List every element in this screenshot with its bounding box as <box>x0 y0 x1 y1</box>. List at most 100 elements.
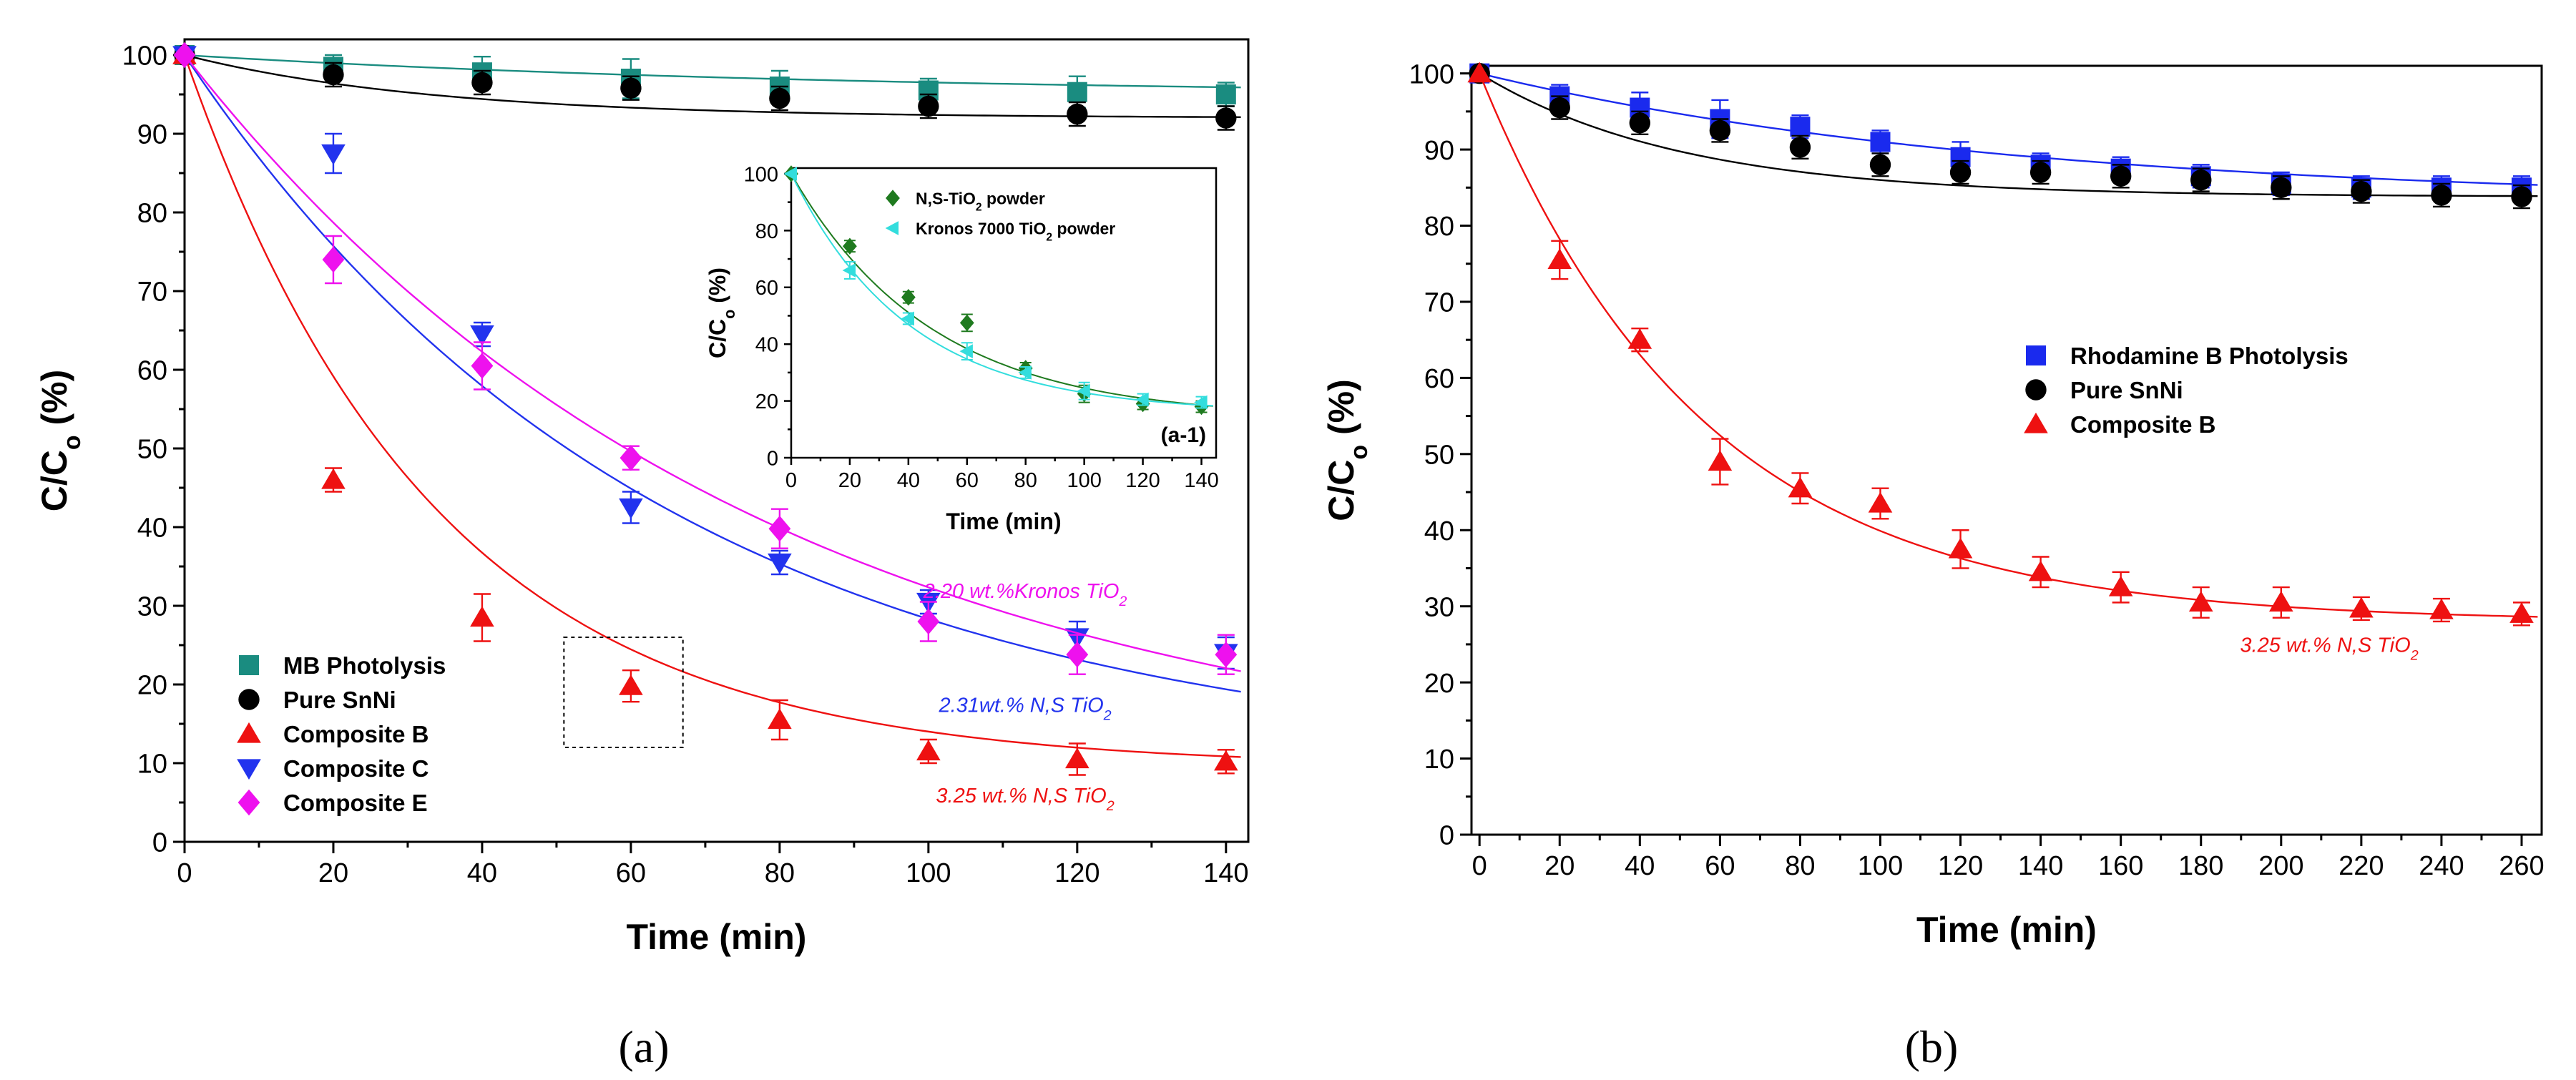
a-fit-curve-composite-b <box>183 54 1241 758</box>
b-data-point <box>2269 591 2293 612</box>
a-fit-curve-mb-photolysis <box>184 54 1241 89</box>
a-y-tick-label: 90 <box>137 120 167 150</box>
b-legend-label: Pure SnNi <box>2070 377 2183 403</box>
a-y-tick-label: 100 <box>122 41 167 72</box>
a-inset-data-point <box>783 167 798 181</box>
b-data-point <box>1709 119 1731 142</box>
a-inset-y-axis-label-sub: o <box>720 310 738 319</box>
b-y-tick-label: 0 <box>1439 821 1454 851</box>
a-annotation-sub: 2 <box>1103 708 1112 724</box>
b-legend-label-main: Pure SnNi <box>2070 377 2183 403</box>
b-data-point <box>1868 491 1893 513</box>
panel-label-a: (a) <box>618 1021 669 1072</box>
a-x-tick-label: 0 <box>177 858 192 888</box>
a-data-point <box>620 77 642 99</box>
a-y-tick-label: 20 <box>137 671 167 701</box>
a-x-tick-label: 140 <box>1203 858 1248 888</box>
a-inset-data-point <box>843 237 857 255</box>
b-series-rhodamine-b-photolysis <box>1469 63 2538 200</box>
b-legend-marker <box>2026 345 2046 365</box>
a-inset-y-tick-label: 0 <box>767 447 778 470</box>
b-data-point <box>2511 186 2532 207</box>
a-data-point <box>768 553 792 574</box>
b-data-point <box>2110 165 2132 187</box>
a-inset-x-tick-label: 120 <box>1125 469 1160 492</box>
a-x-tick-label: 80 <box>765 858 795 888</box>
a-y-axis-label-main: C/C <box>34 450 74 511</box>
b-legend: Rhodamine B Photolysis Pure SnNi Composite… <box>2024 343 2349 438</box>
b-data-point <box>1629 112 1651 134</box>
b-data-point <box>1948 537 1973 559</box>
a-y-tick-label: 40 <box>137 514 167 544</box>
a-data-point <box>1067 82 1087 102</box>
a-legend-label-main: Composite C <box>283 755 429 782</box>
a-y-tick-label: 0 <box>152 828 167 858</box>
a-legend-label-main: Pure SnNi <box>283 687 396 713</box>
a-annotation-main: 2.31wt.% N,S TiO <box>938 694 1103 717</box>
a-y-axis-label-sub: o <box>59 435 86 450</box>
a-inset-x-tick-label: 100 <box>1067 469 1101 492</box>
a-data-point <box>321 144 346 165</box>
a-data-point <box>323 64 344 86</box>
a-data-point <box>1215 642 1238 668</box>
a-inset-x-tick-label: 60 <box>956 469 979 492</box>
a-inset-y-axis-label-suffix: (%) <box>705 267 730 310</box>
b-x-axis-label: Time (min) <box>1916 910 2097 950</box>
a-y-tick-label: 70 <box>137 278 167 308</box>
a-annotation-main: 2.20 wt.%Kronos TiO <box>923 580 1120 603</box>
b-x-tick-label: 140 <box>2018 851 2063 881</box>
chart-b-rhodamine-degradation: 0 20 40 60 80 100 120 140 160 180 200 220 240 2600102… <box>1321 59 2545 950</box>
a-inset-legend-label-main: Kronos 7000 TiO <box>916 219 1046 237</box>
a-inset-x-axis-label: Time (min) <box>946 509 1061 534</box>
b-annotation-main: 3.25 wt.% N,S TiO <box>2240 634 2410 657</box>
a-fit-curve-composite-c <box>184 54 1241 693</box>
b-x-tick-label: 260 <box>2499 851 2544 881</box>
b-data-point <box>1790 117 1811 137</box>
a-inset-x-tick-label: 80 <box>1014 469 1037 492</box>
a-inset-data-point <box>1018 365 1032 380</box>
b-legend-label: Composite B <box>2070 411 2216 438</box>
a-inset-legend-label-main: N,S-TiO <box>916 189 976 207</box>
a-series-composite-b <box>172 43 1241 776</box>
b-data-point <box>1949 162 1972 183</box>
b-series-pure-snni <box>1469 62 2538 210</box>
a-data-point <box>768 708 792 730</box>
a-inset-legend-label: N,S-TiO2 powder <box>916 189 1045 213</box>
a-inset-y-tick-label: 20 <box>755 391 778 413</box>
a-inset-data-point <box>901 311 914 326</box>
b-data-point <box>2429 598 2454 619</box>
a-inset-legend-marker <box>885 221 899 235</box>
a-inset-legend-label: Kronos 7000 TiO2 powder <box>916 219 1115 243</box>
a-legend-marker <box>237 789 260 816</box>
b-data-point <box>1549 97 1570 119</box>
a-data-point <box>769 87 790 109</box>
a-inset-legend-label-suffix: powder <box>982 189 1045 207</box>
a-inset-series-kronos-7000-tio2 <box>783 167 1213 410</box>
b-series-composite-b <box>1467 62 2538 627</box>
a-x-axis-label: Time (min) <box>627 917 807 957</box>
a-y-tick-label: 60 <box>137 356 167 386</box>
a-data-point <box>470 325 494 346</box>
b-x-tick-label: 160 <box>2098 851 2143 881</box>
a-inset-legend-label-sub: 2 <box>976 201 982 213</box>
a-legend-marker <box>239 655 259 675</box>
a-legend-label: Composite B <box>283 721 429 747</box>
b-y-tick-label: 40 <box>1424 516 1454 546</box>
b-data-point <box>2431 185 2452 206</box>
b-y-tick-label: 20 <box>1424 669 1454 699</box>
a-inset-legend-label-sub: 2 <box>1046 231 1052 243</box>
a-annotation: 2.20 wt.%Kronos TiO2 <box>923 580 1127 609</box>
b-legend-marker <box>2025 379 2047 401</box>
a-x-tick-label: 20 <box>318 858 348 888</box>
a-legend-marker <box>237 722 261 743</box>
a-data-point <box>619 498 643 519</box>
b-data-point <box>1467 62 1492 83</box>
a-fit-curve-pure-snni <box>184 54 1241 118</box>
a-legend-label: MB Photolysis <box>283 652 446 679</box>
b-data-point <box>2188 591 2213 612</box>
a-inset-y-tick-label: 60 <box>755 277 778 300</box>
a-inset-legend-marker <box>886 190 900 207</box>
a-inset-x-tick-label: 0 <box>785 469 797 492</box>
a-data-point <box>1067 103 1088 125</box>
